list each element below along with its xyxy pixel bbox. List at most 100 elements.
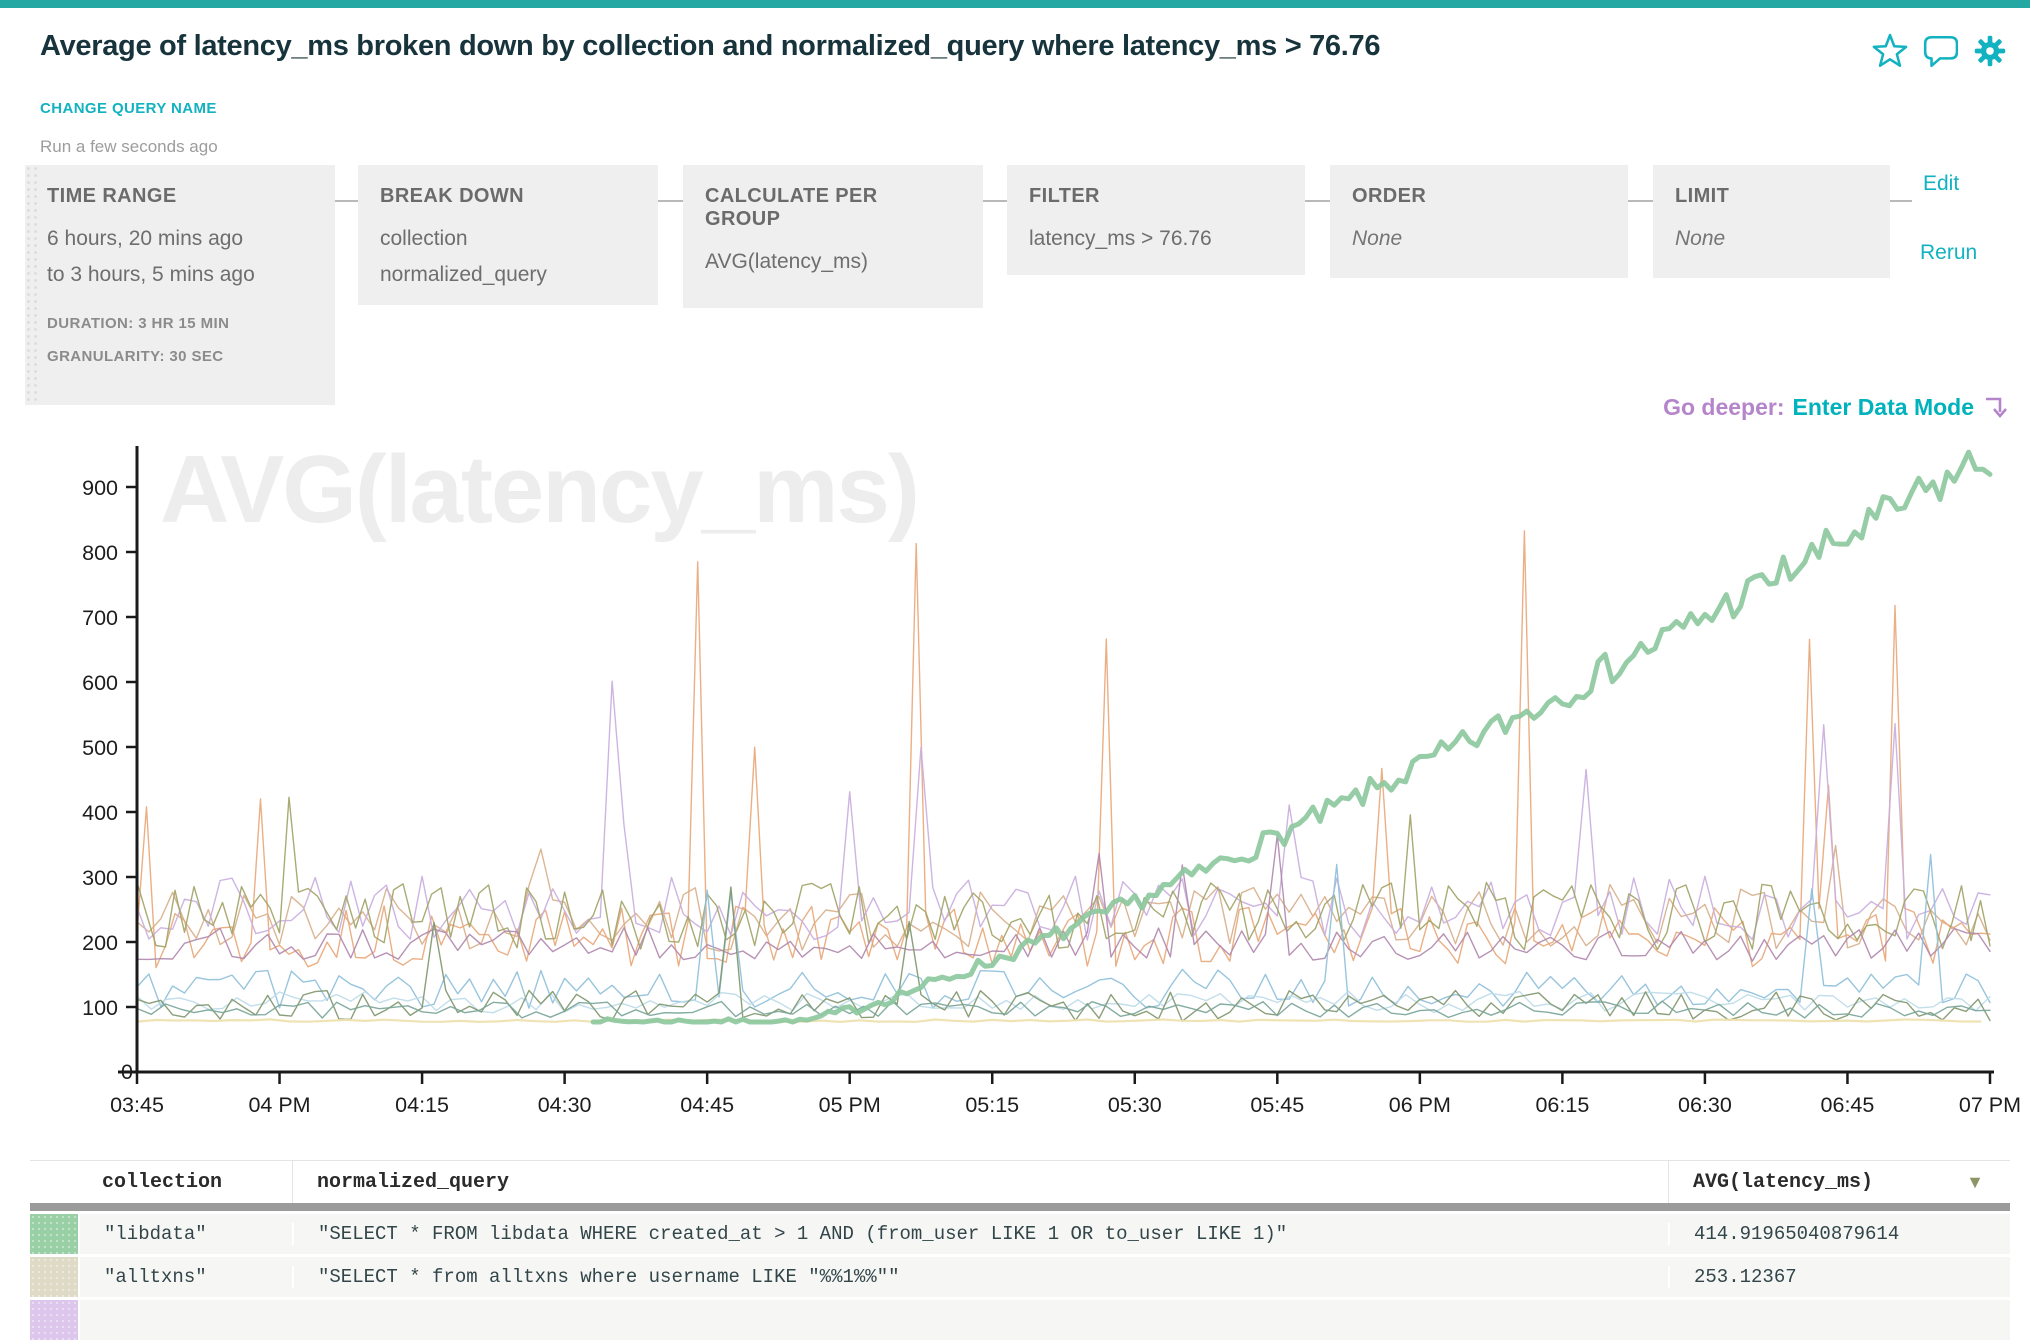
avg-latency-cell: 414.91965040879614	[1668, 1223, 2010, 1245]
chart-series-line	[136, 680, 1991, 941]
results-table-header: collection normalized_query AVG(latency_…	[30, 1160, 2010, 1203]
break-down-box[interactable]: BREAK DOWN collection normalized_query	[358, 165, 658, 305]
change-query-name-link[interactable]: CHANGE QUERY NAME	[40, 100, 217, 117]
filter-box[interactable]: FILTER latency_ms > 76.76	[1007, 165, 1305, 275]
go-deeper-prefix: Go deeper:	[1663, 394, 1785, 420]
y-axis-tick-label: 200	[82, 931, 118, 955]
chart-series-line	[136, 1000, 1991, 1019]
box-connector	[983, 200, 1007, 202]
chart-series-line	[136, 834, 1991, 962]
table-row[interactable]	[30, 1300, 2010, 1340]
time-range-duration: DURATION: 3 HR 15 MIN	[47, 315, 230, 332]
x-axis-tick-label: 05:45	[1250, 1093, 1304, 1117]
series-color-swatch	[30, 1257, 80, 1297]
go-deeper: Go deeper: Enter Data Mode	[1663, 394, 2008, 421]
avg-latency-column-header[interactable]: AVG(latency_ms) ▼	[1668, 1161, 2010, 1203]
collection-cell: "libdata"	[104, 1223, 207, 1245]
x-axis-tick-label: 04:15	[395, 1093, 449, 1117]
page-title: Average of latency_ms broken down by col…	[40, 30, 1381, 62]
break-down-label: BREAK DOWN	[380, 185, 524, 207]
series-color-swatch	[30, 1300, 80, 1340]
chart-series-line	[136, 853, 1991, 1009]
y-axis-tick-label: 400	[82, 801, 118, 825]
x-axis-tick-label: 06 PM	[1389, 1093, 1451, 1117]
filter-label: FILTER	[1029, 185, 1100, 207]
calculate-per-group-value: AVG(latency_ms)	[705, 250, 868, 273]
time-range-granularity: GRANULARITY: 30 SEC	[47, 348, 224, 365]
box-connector	[658, 200, 683, 202]
x-axis-tick-label: 06:15	[1535, 1093, 1589, 1117]
table-row[interactable]: "alltxns" "SELECT * from alltxns where us…	[30, 1257, 2010, 1297]
time-range-to: to 3 hours, 5 mins ago	[47, 263, 255, 286]
header-actions	[1872, 33, 2008, 69]
comment-bubble-icon[interactable]	[1922, 33, 1958, 69]
x-axis-tick-label: 04:45	[680, 1093, 734, 1117]
chart-series-line	[136, 990, 1991, 1014]
series-color-swatch	[30, 1214, 80, 1254]
x-axis-tick-label: 05:30	[1108, 1093, 1162, 1117]
chart-watermark: AVG(latency_ms)	[160, 436, 918, 543]
chart-series-line	[136, 886, 1991, 1022]
normalized-query-cell: "SELECT * FROM libdata WHERE created_at …	[292, 1223, 1668, 1245]
calculate-per-group-box[interactable]: CALCULATE PER GROUP AVG(latency_ms)	[683, 165, 983, 308]
filter-value: latency_ms > 76.76	[1029, 227, 1212, 250]
avg-latency-column-label: AVG(latency_ms)	[1693, 1170, 1874, 1194]
x-axis-tick-label: 06:45	[1821, 1093, 1875, 1117]
latency-chart[interactable]: AVG(latency_ms) 0 100 200 300 400 500 600 700 800…	[0, 410, 2030, 1130]
box-connector	[335, 200, 358, 202]
order-value: None	[1352, 227, 1403, 250]
table-scrollbar-track[interactable]	[30, 1203, 2010, 1211]
run-status-text: Run a few seconds ago	[40, 137, 218, 156]
rerun-query-link[interactable]: Rerun	[1920, 241, 1978, 264]
settings-gear-icon[interactable]	[1972, 33, 2008, 69]
y-axis-tick-label: 900	[82, 476, 118, 500]
sort-desc-icon[interactable]: ▼	[1966, 1171, 1984, 1192]
y-axis-tick-label: 300	[82, 866, 118, 890]
chart-series-line	[135, 1018, 1982, 1024]
normalized-query-cell: "SELECT * from alltxns where username LI…	[292, 1266, 1668, 1288]
avg-latency-cell: 253.12367	[1668, 1266, 2010, 1288]
normalized-query-column-header[interactable]: normalized_query	[292, 1161, 1668, 1203]
limit-label: LIMIT	[1675, 185, 1730, 207]
x-axis-tick-label: 04 PM	[248, 1093, 310, 1117]
x-axis-tick-label: 05 PM	[819, 1093, 881, 1117]
edit-query-link[interactable]: Edit	[1923, 172, 1960, 195]
box-connector	[1628, 200, 1653, 202]
order-label: ORDER	[1352, 185, 1427, 207]
chart-series-line	[136, 530, 1991, 969]
limit-value: None	[1675, 227, 1726, 250]
chart-series-line	[590, 449, 1993, 1025]
break-down-item-collection: collection	[380, 227, 468, 250]
x-axis-tick-label: 05:15	[965, 1093, 1019, 1117]
y-axis-tick-label: 100	[82, 996, 118, 1020]
results-table: collection normalized_query AVG(latency_…	[30, 1160, 2010, 1340]
box-connector	[1305, 200, 1330, 202]
results-table-body: "libdata" "SELECT * FROM libdata WHERE cr…	[30, 1214, 2010, 1340]
swatch-column-header	[30, 1161, 78, 1203]
enter-data-mode-link[interactable]: Enter Data Mode	[1792, 394, 1974, 420]
x-axis-tick-label: 03:45	[110, 1093, 164, 1117]
collection-column-header[interactable]: collection	[102, 1170, 223, 1194]
favorite-star-icon[interactable]	[1872, 33, 1908, 69]
break-down-item-normalized-query: normalized_query	[380, 263, 547, 286]
collection-cell: "alltxns"	[104, 1266, 207, 1288]
table-row[interactable]: "libdata" "SELECT * FROM libdata WHERE cr…	[30, 1214, 2010, 1254]
x-axis-tick-label: 04:30	[538, 1093, 592, 1117]
time-range-box[interactable]: TIME RANGE 6 hours, 20 mins ago to 3 hou…	[25, 165, 335, 405]
calculate-per-group-label: CALCULATE PER GROUP	[705, 185, 878, 230]
y-axis-tick-label: 500	[82, 736, 118, 760]
y-axis-tick-label: 700	[82, 606, 118, 630]
top-accent-bar	[0, 0, 2030, 8]
y-axis-tick-label: 0	[121, 1060, 133, 1084]
y-axis-tick-label: 800	[82, 541, 118, 565]
time-range-from: 6 hours, 20 mins ago	[47, 227, 244, 250]
box-connector	[1890, 200, 1912, 202]
time-range-label: TIME RANGE	[47, 185, 177, 207]
limit-box[interactable]: LIMIT None	[1653, 165, 1890, 278]
x-axis-tick-label: 07 PM	[1959, 1093, 2021, 1117]
x-axis-tick-label: 06:30	[1678, 1093, 1732, 1117]
y-axis-tick-label: 600	[82, 671, 118, 695]
chart-series-line	[136, 796, 1991, 951]
enter-data-mode-arrow-icon	[1986, 397, 2007, 418]
order-box[interactable]: ORDER None	[1330, 165, 1628, 278]
